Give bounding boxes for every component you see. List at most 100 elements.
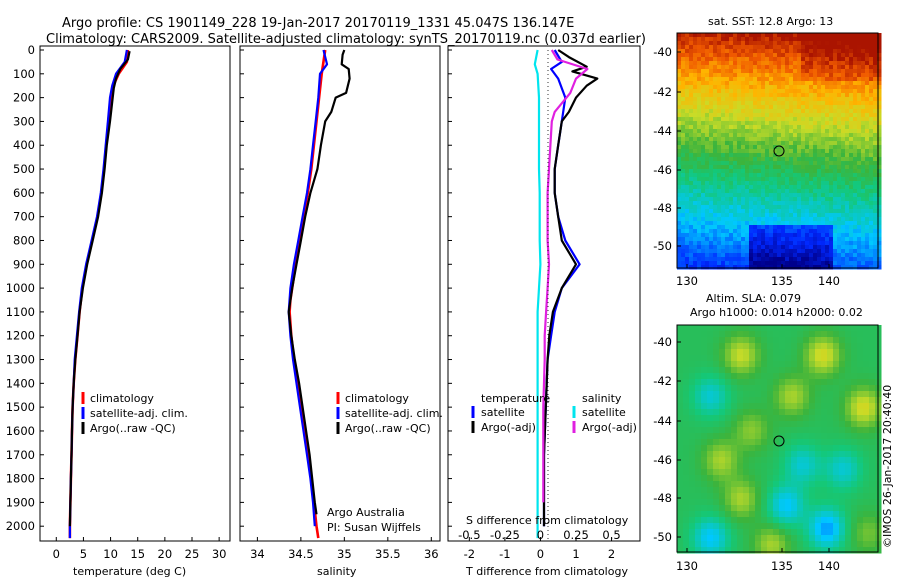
sst-map-cell: [701, 193, 706, 198]
sst-map-cell: [753, 241, 758, 246]
sst-map-cell: [741, 233, 746, 238]
sla-map-cell: [713, 457, 720, 464]
sst-map-cell: [773, 217, 778, 222]
sst-map-cell: [825, 161, 830, 166]
sst-map-cell: [709, 81, 714, 86]
sst-map-cell: [717, 117, 722, 122]
sst-map-cell: [805, 69, 810, 74]
sst-map-cell: [717, 241, 722, 246]
difference-legend: temperature salinity satellite Argo(-adj…: [471, 392, 637, 434]
sla-map-cell: [731, 367, 738, 374]
sst-map-cell: [681, 81, 686, 86]
sst-map-cell: [873, 193, 878, 198]
sla-map-cell: [797, 463, 804, 470]
sst-map-cell: [745, 213, 750, 218]
sla-map-cell: [707, 505, 714, 512]
sst-map-cell: [713, 221, 718, 226]
sst-map-cell: [861, 189, 866, 194]
sla-map-cell: [731, 535, 738, 542]
sst-map-cell: [825, 61, 830, 66]
sst-map-cell: [733, 213, 738, 218]
sst-map-cell: [809, 85, 814, 90]
sst-map-cell: [685, 65, 690, 70]
sst-map-cell: [765, 261, 770, 266]
sst-map-cell: [725, 69, 730, 74]
sst-map-cell: [857, 253, 862, 258]
sst-map-cell: [793, 217, 798, 222]
sst-map-cell: [797, 153, 802, 158]
sla-map-cell: [713, 349, 720, 356]
sst-map-cell: [717, 97, 722, 102]
sst-map-cell: [737, 141, 742, 146]
sla-map-cell: [761, 355, 768, 362]
sst-map-cell: [825, 241, 830, 246]
sst-map-cell: [813, 221, 818, 226]
sla-map-cell: [755, 541, 762, 548]
depth-tick-label: 1700: [6, 448, 35, 462]
sst-map-cell: [681, 57, 686, 62]
sst-map-cell: [837, 217, 842, 222]
sst-map-cell: [857, 225, 862, 230]
sst-map-cell: [769, 241, 774, 246]
sla-map-cell: [839, 325, 846, 332]
sst-map-cell: [845, 249, 850, 254]
sst-map-cell: [761, 33, 766, 38]
sst-map-cell: [741, 105, 746, 110]
sst-map-cell: [741, 257, 746, 262]
sst-map-cell: [805, 201, 810, 206]
sla-map-cell: [689, 325, 696, 332]
sla-map-cell: [779, 421, 786, 428]
sst-map-cell: [745, 205, 750, 210]
sst-map-cell: [829, 53, 834, 58]
sst-map-cell: [865, 61, 870, 66]
sst-map-cell: [717, 53, 722, 58]
sst-map-cell: [685, 177, 690, 182]
sst-map-cell: [837, 49, 842, 54]
sst-map-cell: [677, 245, 682, 250]
sst-map-cell: [805, 181, 810, 186]
sst-map-cell: [873, 45, 878, 50]
sst-map-cell: [745, 81, 750, 86]
sst-map-cell: [693, 105, 698, 110]
sst-map-cell: [845, 93, 850, 98]
sla-map-cell: [713, 463, 720, 470]
sst-map-cell: [853, 81, 858, 86]
sst-map-cell: [677, 169, 682, 174]
sla-map-title1: Altim. SLA: 0.079: [706, 292, 801, 305]
sla-map-cell: [791, 415, 798, 422]
sst-map-cell: [853, 261, 858, 266]
sla-map-cell: [779, 409, 786, 416]
sst-map-cell: [769, 213, 774, 218]
sst-map-cell: [853, 45, 858, 50]
sla-map-cell: [833, 481, 840, 488]
sst-map-cell: [797, 57, 802, 62]
sst-map-cell: [789, 161, 794, 166]
sla-map-cell: [755, 493, 762, 500]
sla-map-cell: [815, 385, 822, 392]
sst-map-cell: [793, 185, 798, 190]
sla-map-cell: [683, 343, 690, 350]
sst-map-cell: [773, 77, 778, 82]
sst-map-cell: [737, 117, 742, 122]
sst-map-cell: [805, 225, 810, 230]
sla-map-cell: [797, 325, 804, 332]
sla-map-cell: [737, 541, 744, 548]
sla-map-cell: [827, 451, 834, 458]
sst-map-cell: [793, 141, 798, 146]
sst-map-cell: [737, 233, 742, 238]
sst-map-cell: [725, 157, 730, 162]
sla-map-cell: [803, 391, 810, 398]
sst-map-cell: [797, 221, 802, 226]
sst-map-cell: [853, 229, 858, 234]
sst-map-cell: [745, 221, 750, 226]
sla-map-cell: [725, 493, 732, 500]
sst-map-cell: [745, 37, 750, 42]
sst-map-cell: [877, 61, 882, 66]
temperature-x-tick-label: 5: [80, 547, 87, 561]
sst-map-cell: [873, 61, 878, 66]
sst-map-cell: [705, 217, 710, 222]
sla-map-cell: [839, 457, 846, 464]
sla-map-cell: [701, 475, 708, 482]
sst-map-cell: [697, 161, 702, 166]
sst-map-cell: [853, 117, 858, 122]
